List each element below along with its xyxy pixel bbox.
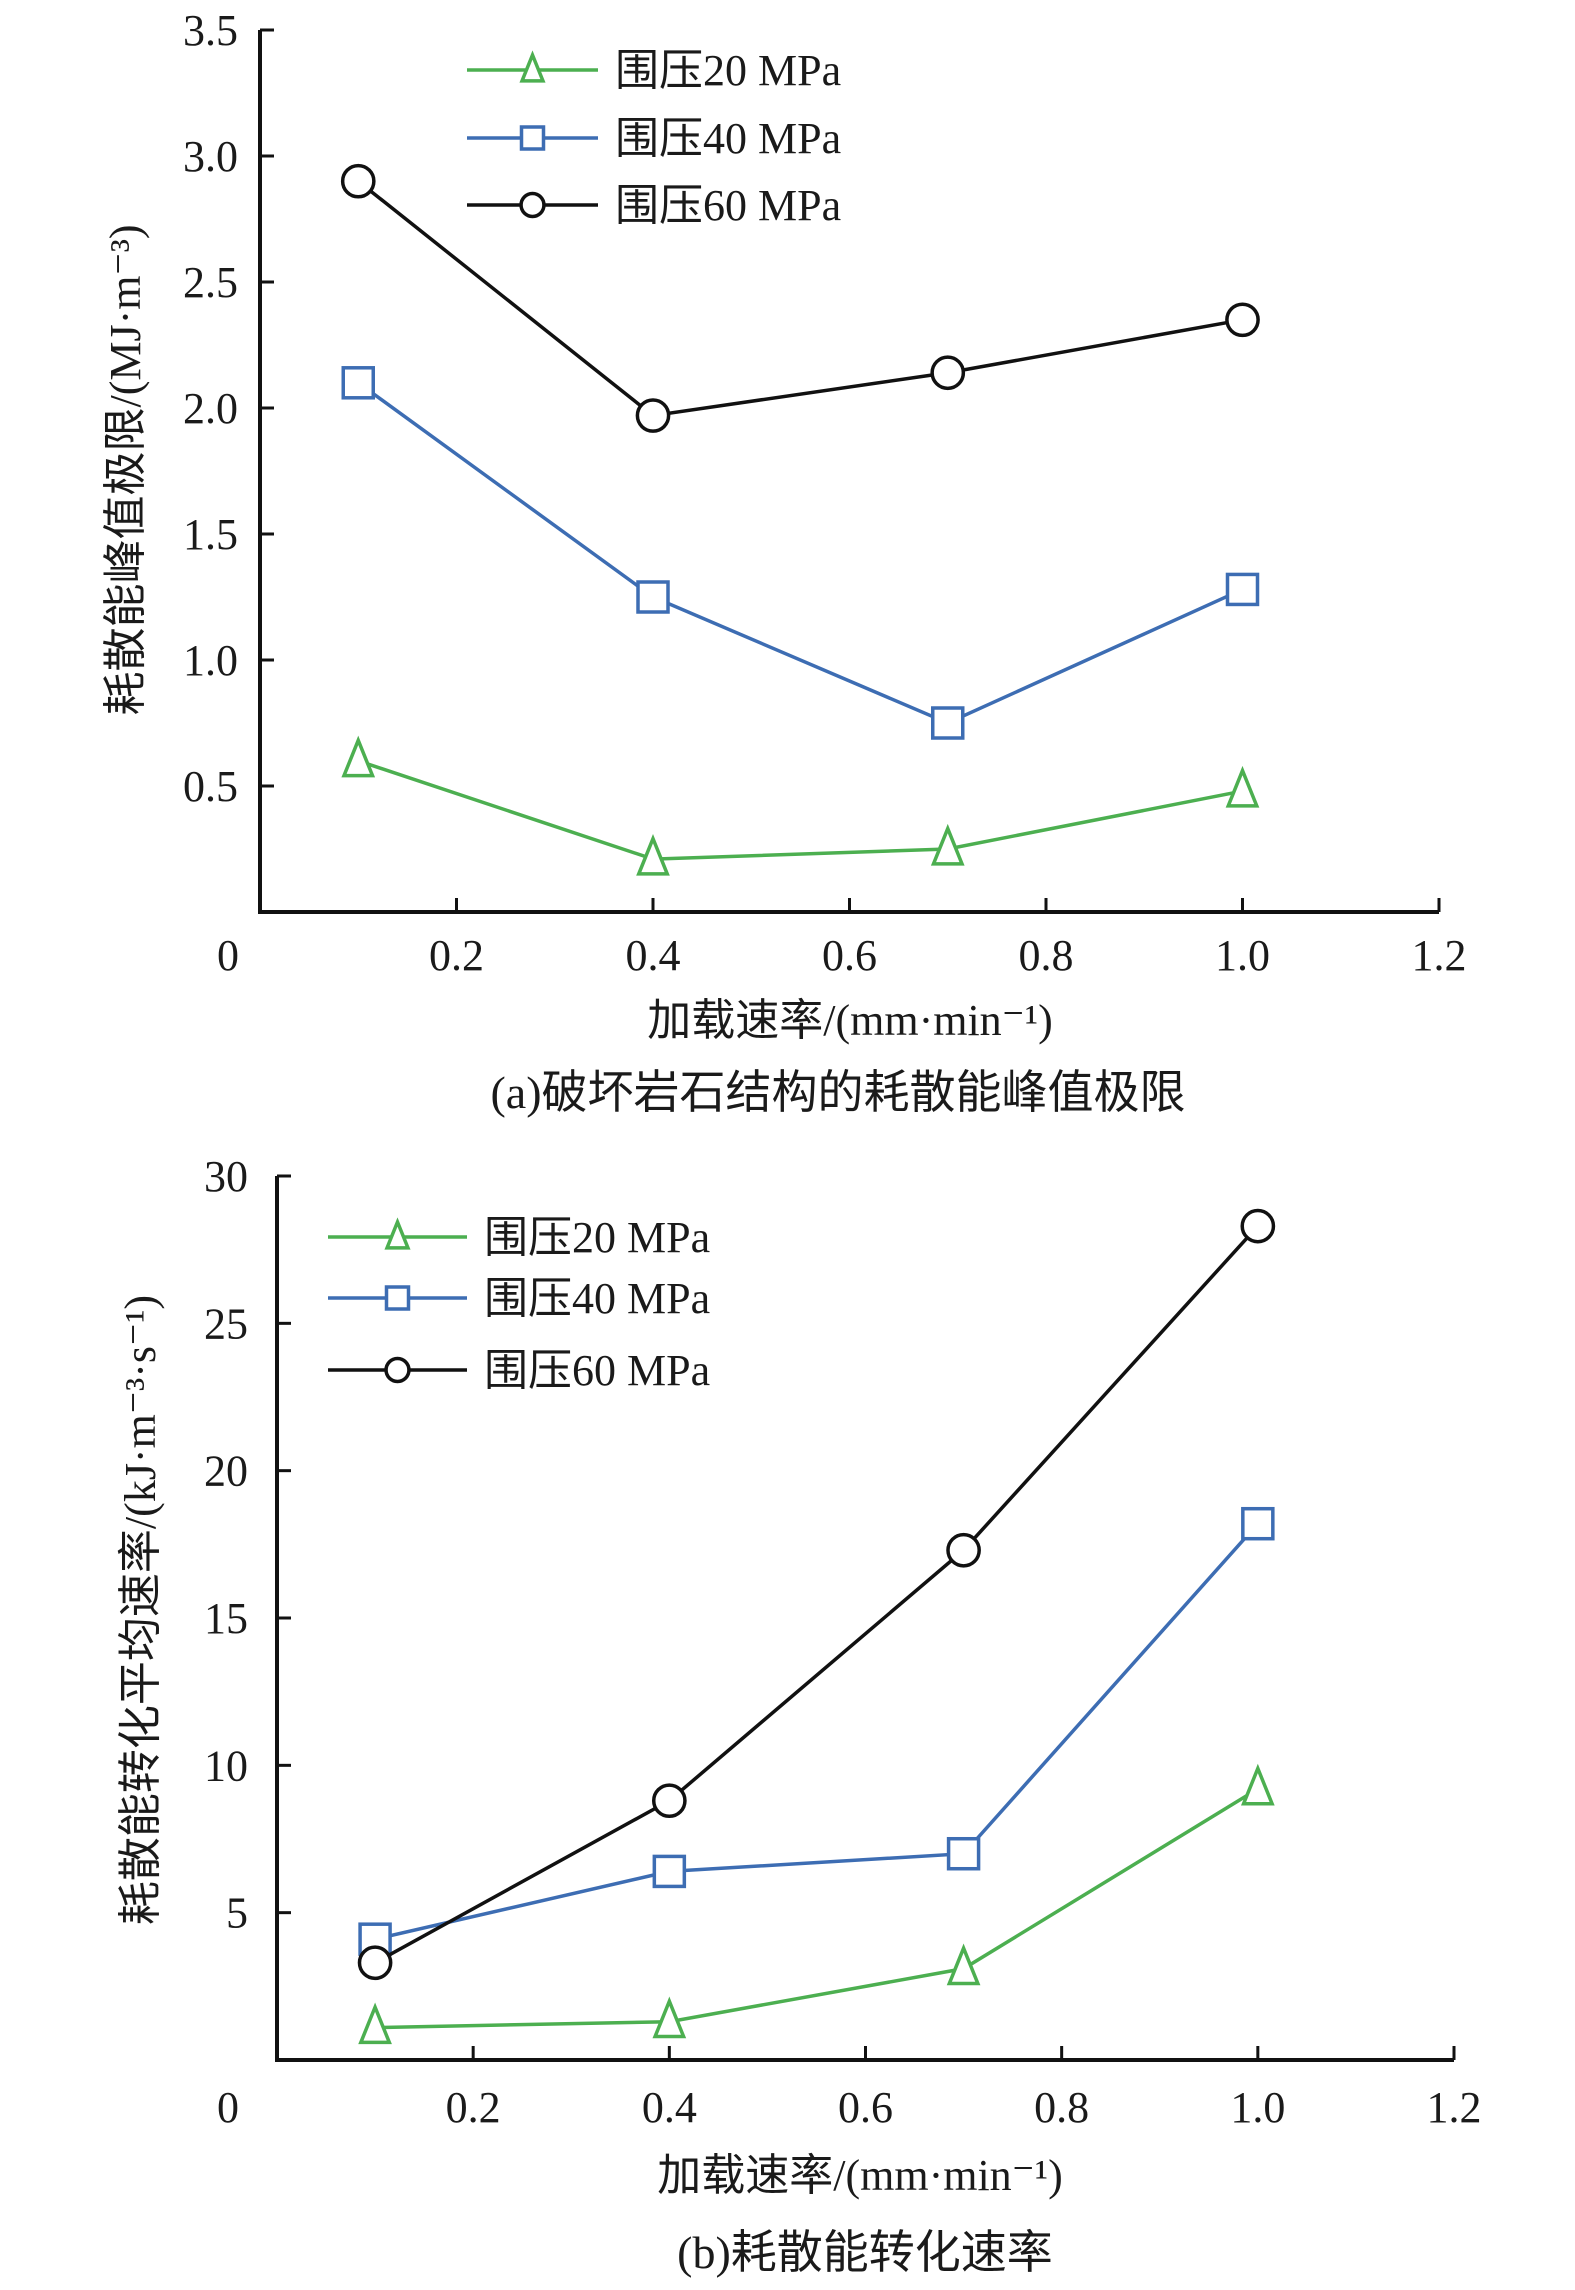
chart-a-data-point xyxy=(341,735,376,778)
chart-a-caption: (a)破坏岩石结构的耗散能峰值极限 xyxy=(490,1067,1185,1118)
chart-a-data-point xyxy=(1225,572,1260,607)
chart-a-data-point xyxy=(341,366,375,400)
chart-a-legend-marker xyxy=(519,191,546,219)
chart-a-x-tick-label: 0.2 xyxy=(429,931,484,980)
chart-b-legend-label: 围压40 MPa xyxy=(484,1274,710,1323)
chart-a-legend-label: 围压20 MPa xyxy=(615,46,841,95)
chart-a-legend-marker xyxy=(519,50,546,83)
chart-b-y-tick-label: 30 xyxy=(204,1152,248,1201)
chart-a-data-point xyxy=(1225,765,1260,808)
chart-b-data-point xyxy=(1240,1208,1276,1244)
chart-b-series-1 xyxy=(358,1506,1275,1956)
chart-a-series-line xyxy=(357,381,1244,725)
chart-b-legend-entry: 围压20 MPa xyxy=(328,1213,710,1262)
chart-b-y-tick-label: 25 xyxy=(204,1299,248,1348)
chart-a-data-point xyxy=(930,823,965,866)
chart-a-y-tick-label: 0.5 xyxy=(183,762,238,811)
chart-a-data-point xyxy=(930,355,966,391)
chart-a-x-tick-label: 1.2 xyxy=(1412,931,1467,980)
chart-b-x-tick-label: 0.6 xyxy=(838,2083,893,2132)
chart-b-x-tick-label: 0 xyxy=(217,2083,239,2132)
chart-a-data-point xyxy=(1225,302,1260,338)
chart-b-legend-entry: 围压60 MPa xyxy=(328,1346,710,1395)
chart-b-caption: (b)耗散能转化速率 xyxy=(677,2227,1053,2278)
chart-a-y-tick-label: 2.5 xyxy=(183,258,238,307)
chart-a-legend-entry: 围压40 MPa xyxy=(467,114,841,163)
chart-b-x-tick-label: 1.2 xyxy=(1427,2083,1482,2132)
chart-a-series-0 xyxy=(341,735,1260,876)
chart-a-legend-entry: 围压20 MPa xyxy=(467,46,841,95)
chart-b-legend-marker xyxy=(384,1217,411,1250)
chart-b-data-point xyxy=(1241,1506,1275,1541)
chart-a: (a)破坏岩石结构的耗散能峰值极限 加载速率/(mm·min⁻¹) 耗散能峰值极… xyxy=(101,6,1467,1118)
chart-a-legend-marker xyxy=(519,125,546,151)
chart-b-data-point xyxy=(358,2002,392,2045)
chart-a-data-point xyxy=(635,398,671,433)
chart-b-legend-label: 围压60 MPa xyxy=(484,1346,710,1395)
chart-b-y-tick-label: 5 xyxy=(226,1889,248,1938)
chart-a-data-point xyxy=(636,580,670,614)
chart-a-y-tick-label: 2.0 xyxy=(183,384,238,433)
chart-b-x-tick-label: 0.4 xyxy=(642,2083,697,2132)
chart-b-x-tick-label: 0.8 xyxy=(1034,2083,1089,2132)
chart-b-series-line xyxy=(374,1224,1260,1965)
chart-b-legend-marker xyxy=(384,1356,411,1384)
chart-a-x-tick-label: 1.0 xyxy=(1215,931,1270,980)
chart-b-y-axis-title: 耗散能转化平均速率/(kJ·m⁻³·s⁻¹) xyxy=(116,1295,165,1925)
chart-a-x-tick-label: 0.8 xyxy=(1019,931,1074,980)
chart-b-series-line xyxy=(374,1522,1260,1941)
chart-a-series-1 xyxy=(341,366,1260,740)
chart-b-legend-entry: 围压40 MPa xyxy=(328,1274,710,1323)
chart-b-x-tick-label: 0.2 xyxy=(446,2083,501,2132)
chart-a-x-tick-label: 0 xyxy=(217,931,239,980)
chart-b-x-axis-title: 加载速率/(mm·min⁻¹) xyxy=(657,2151,1063,2200)
chart-b: (b)耗散能转化速率 加载速率/(mm·min⁻¹) 耗散能转化平均速率/(kJ… xyxy=(116,1152,1482,2278)
chart-a-data-point xyxy=(636,833,670,876)
chart-a-y-axis-title: 耗散能峰值极限/(MJ·m⁻³) xyxy=(101,224,150,715)
chart-a-x-tick-label: 0.6 xyxy=(822,931,877,980)
chart-b-data-point xyxy=(357,1945,393,1981)
chart-a-legend-entry: 围压60 MPa xyxy=(467,181,841,230)
chart-a-y-tick-label: 1.5 xyxy=(183,510,238,559)
chart-a-data-point xyxy=(931,706,965,740)
chart-b-data-point xyxy=(946,1943,981,1986)
chart-a-y-tick-label: 3.5 xyxy=(183,6,238,55)
chart-a-data-point xyxy=(340,163,376,199)
chart-b-data-point xyxy=(946,1836,981,1871)
chart-a-series-line xyxy=(357,179,1243,418)
chart-b-legend-label: 围压20 MPa xyxy=(484,1213,710,1262)
chart-b-legend-marker xyxy=(384,1285,411,1311)
chart-a-legend-label: 围压60 MPa xyxy=(615,181,841,230)
chart-b-y-tick-label: 20 xyxy=(204,1447,248,1496)
chart-b-data-point xyxy=(652,1854,687,1889)
chart-b-y-tick-label: 15 xyxy=(204,1594,248,1643)
chart-a-y-tick-label: 3.0 xyxy=(183,132,238,181)
chart-b-data-point xyxy=(1240,1763,1275,1806)
chart-a-legend-label: 围压40 MPa xyxy=(615,114,841,163)
chart-a-y-tick-label: 1.0 xyxy=(183,636,238,685)
chart-b-data-point xyxy=(652,1996,687,2039)
chart-a-series-2 xyxy=(340,163,1260,433)
chart-b-y-tick-label: 10 xyxy=(204,1741,248,1790)
chart-b-data-point xyxy=(946,1532,981,1568)
chart-b-series-2 xyxy=(357,1208,1276,1981)
chart-a-series-line xyxy=(357,759,1243,861)
chart-a-x-tick-label: 0.4 xyxy=(626,931,681,980)
chart-a-x-axis-title: 加载速率/(mm·min⁻¹) xyxy=(647,996,1053,1045)
chart-b-data-point xyxy=(651,1783,687,1819)
chart-b-x-tick-label: 1.0 xyxy=(1230,2083,1285,2132)
chart-b-series-0 xyxy=(358,1763,1275,2045)
chart-b-series-line xyxy=(375,1787,1259,2030)
